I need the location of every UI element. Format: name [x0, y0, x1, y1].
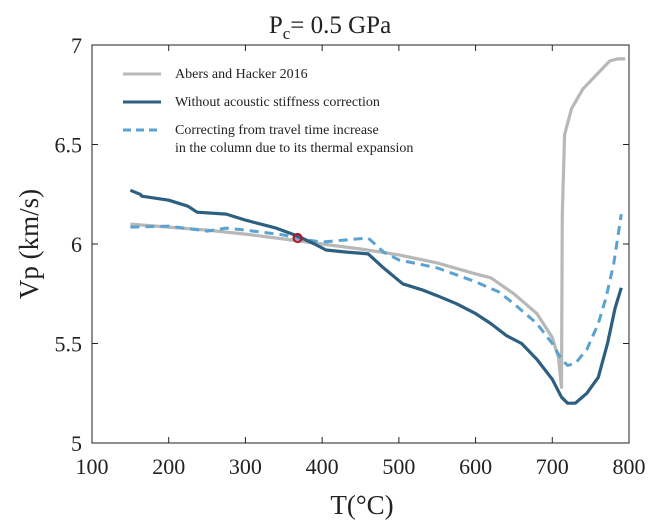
legend-label-1: Abers and Hacker 2016	[175, 67, 308, 82]
x-tick-label: 100	[76, 454, 109, 479]
chart-title: Pc= 0.5 GPa	[269, 12, 391, 43]
series-line-without-acoustic-stiffness-correction	[129, 188, 623, 405]
chart-title-suffix: = 0.5 GPa	[290, 12, 391, 39]
y-tick-label: 6	[71, 232, 82, 257]
x-tick-label: 300	[229, 454, 262, 479]
y-tick-label: 5	[71, 431, 82, 456]
y-axis-title: Vp (km/s)	[14, 189, 44, 299]
legend-label-3-line-2: in the column due to its thermal expansi…	[175, 141, 413, 156]
x-tick-label: 400	[306, 454, 339, 479]
x-tick-label: 600	[459, 454, 492, 479]
y-tick-label: 5.5	[55, 332, 83, 357]
series-line-abers-and-hacker-2016	[130, 57, 626, 389]
x-tick-label: 700	[536, 454, 569, 479]
plot-area	[129, 57, 626, 405]
y-tick-label: 6.5	[55, 133, 83, 158]
legend-label-3-line-1: Correcting from travel time increase	[175, 123, 379, 138]
chart-title-subscript: c	[283, 24, 291, 43]
x-tick-label: 200	[152, 454, 185, 479]
data-marker	[292, 232, 303, 244]
legend: Abers and Hacker 2016 Without acoustic st…	[123, 67, 413, 156]
x-tick-label: 500	[382, 454, 415, 479]
x-axis-title: T(°C)	[330, 490, 393, 520]
axis-ticks	[91, 44, 630, 444]
axis-tick-labels: 100 200 300 400 500 600 700 800 5 5.5 6 6.5 7	[55, 33, 646, 479]
x-tick-label: 800	[613, 454, 646, 479]
y-tick-label: 7	[71, 33, 82, 58]
series-line-correcting-from-travel-time-increase-in-	[130, 213, 623, 367]
legend-label-2: Without acoustic stiffness correction	[175, 95, 380, 110]
